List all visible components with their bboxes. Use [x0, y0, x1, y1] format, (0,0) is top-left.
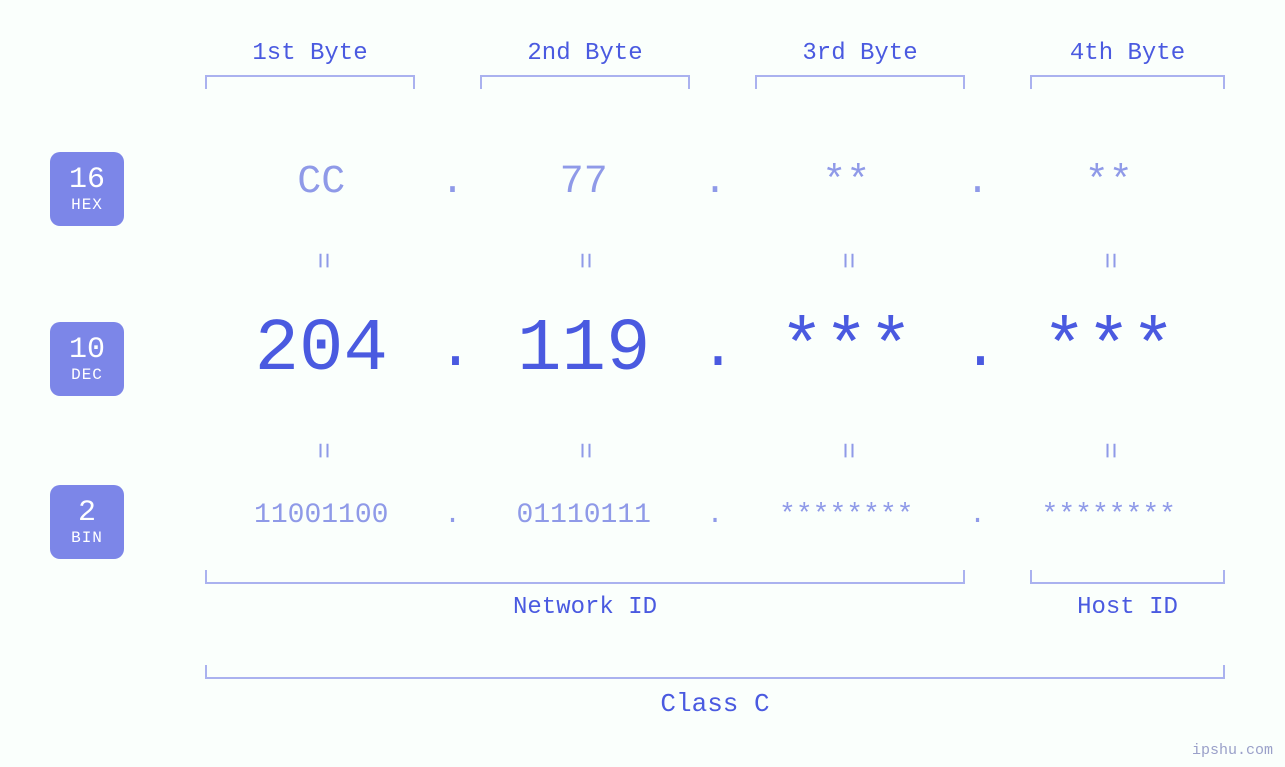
- bin-byte-1: 11001100: [205, 500, 438, 531]
- bin-dot-3: .: [963, 500, 993, 531]
- hex-row: CC . 77 . ** . **: [205, 160, 1225, 205]
- bin-byte-3: ********: [730, 500, 963, 531]
- eq-2-1: =: [306, 442, 337, 459]
- badge-dec-base: 10: [50, 334, 124, 367]
- badge-dec-label: DEC: [50, 367, 124, 385]
- byte-header-4-label: 4th Byte: [1030, 40, 1225, 67]
- watermark: ipshu.com: [1192, 742, 1273, 759]
- eq-1-3: =: [831, 252, 862, 269]
- hex-byte-4: **: [993, 160, 1226, 205]
- badge-bin: 2 BIN: [50, 485, 124, 559]
- dec-byte-1: 204: [205, 308, 438, 392]
- eq-1-4: =: [1093, 252, 1124, 269]
- bin-dot-2: .: [700, 500, 730, 531]
- eq-2-2: =: [568, 442, 599, 459]
- bracket-top-2: [480, 75, 690, 89]
- bracket-top-1: [205, 75, 415, 89]
- dec-dot-1: .: [438, 316, 468, 384]
- hex-byte-3: **: [730, 160, 963, 205]
- bracket-top-4: [1030, 75, 1225, 89]
- eq-1-2: =: [568, 252, 599, 269]
- dec-byte-4: ***: [993, 308, 1226, 392]
- bin-byte-4: ********: [993, 500, 1226, 531]
- dec-byte-3: ***: [730, 308, 963, 392]
- equals-row-dec-bin: = = = =: [205, 435, 1225, 466]
- byte-header-3-label: 3rd Byte: [755, 40, 965, 67]
- badge-hex-base: 16: [50, 164, 124, 197]
- dec-dot-2: .: [700, 316, 730, 384]
- byte-header-2: 2nd Byte: [480, 40, 690, 89]
- byte-headers-row: 1st Byte 2nd Byte 3rd Byte 4th Byte: [205, 40, 1225, 110]
- byte-header-3: 3rd Byte: [755, 40, 965, 89]
- hex-byte-2: 77: [468, 160, 701, 205]
- equals-row-hex-dec: = = = =: [205, 245, 1225, 276]
- bin-row: 11001100 . 01110111 . ******** . *******…: [205, 500, 1225, 531]
- bracket-host: [1030, 570, 1225, 584]
- network-id-label: Network ID: [205, 594, 965, 621]
- hex-dot-3: .: [963, 160, 993, 205]
- dec-dot-3: .: [963, 316, 993, 384]
- byte-header-1-label: 1st Byte: [205, 40, 415, 67]
- class-label: Class C: [205, 689, 1225, 719]
- byte-header-4: 4th Byte: [1030, 40, 1225, 89]
- eq-2-3: =: [831, 442, 862, 459]
- dec-row: 204 . 119 . *** . ***: [205, 308, 1225, 392]
- dec-byte-2: 119: [468, 308, 701, 392]
- bin-dot-1: .: [438, 500, 468, 531]
- bin-byte-2: 01110111: [468, 500, 701, 531]
- bracket-class: [205, 665, 1225, 679]
- eq-2-4: =: [1093, 442, 1124, 459]
- host-id-label: Host ID: [1030, 594, 1225, 621]
- byte-header-2-label: 2nd Byte: [480, 40, 690, 67]
- badge-dec: 10 DEC: [50, 322, 124, 396]
- byte-header-1: 1st Byte: [205, 40, 415, 89]
- badge-bin-base: 2: [50, 497, 124, 530]
- badge-hex: 16 HEX: [50, 152, 124, 226]
- hex-dot-2: .: [700, 160, 730, 205]
- badge-bin-label: BIN: [50, 530, 124, 548]
- badge-hex-label: HEX: [50, 197, 124, 215]
- hex-byte-1: CC: [205, 160, 438, 205]
- bracket-network: [205, 570, 965, 584]
- class-bracket-group: Class C: [205, 665, 1225, 719]
- hex-dot-1: .: [438, 160, 468, 205]
- bracket-top-3: [755, 75, 965, 89]
- eq-1-1: =: [306, 252, 337, 269]
